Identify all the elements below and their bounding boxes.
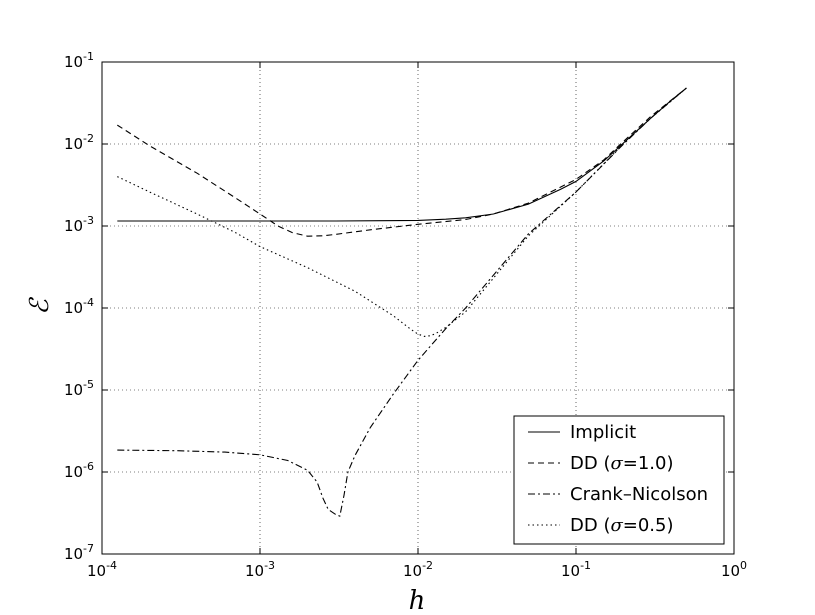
y-tick-label: 10-6	[64, 460, 94, 481]
legend-label-part: =0.5)	[623, 515, 674, 536]
y-tick-label: 10-4	[64, 296, 94, 317]
y-tick-exponent: -6	[83, 460, 94, 473]
y-tick-base: 10	[64, 545, 83, 563]
y-tick-base: 10	[64, 217, 83, 235]
y-tick-label: 10-5	[64, 378, 94, 399]
grid-lines	[102, 62, 734, 554]
x-tick-label: 100	[721, 559, 747, 580]
x-tick-exponent: 0	[740, 559, 747, 572]
series-line-3	[117, 87, 687, 337]
x-tick-labels: 10-4 10-3 10-2 10-1 100	[87, 559, 747, 580]
x-tick-base: 10	[87, 562, 106, 580]
legend-label-0: Implicit	[570, 422, 636, 443]
x-tick-base: 10	[721, 562, 740, 580]
y-tick-base: 10	[64, 135, 83, 153]
y-tick-exponent: -3	[83, 214, 94, 227]
x-tick-label: 10-4	[87, 559, 117, 580]
legend-label-3: DD (σ=0.5)	[570, 515, 674, 536]
legend-label-part: DD (	[570, 515, 610, 536]
legend-label-1: DD (σ=1.0)	[570, 453, 674, 474]
y-tick-exponent: -4	[83, 296, 94, 309]
x-tick-label: 10-1	[561, 559, 591, 580]
x-tick-base: 10	[403, 562, 422, 580]
y-tick-exponent: -5	[83, 378, 94, 391]
tick-marks	[101, 61, 735, 555]
y-tick-base: 10	[64, 53, 83, 71]
y-tick-exponent: -1	[83, 50, 94, 63]
series-line-2	[117, 87, 687, 517]
x-tick-exponent: -1	[580, 559, 591, 572]
y-tick-exponent: -7	[83, 542, 94, 555]
x-tick-exponent: -2	[422, 559, 433, 572]
y-tick-label: 10-3	[64, 214, 94, 235]
y-tick-base: 10	[64, 463, 83, 481]
y-axis-label: ℰ	[25, 297, 55, 315]
legend-label-part: =1.0)	[623, 453, 674, 474]
y-tick-exponent: -2	[83, 132, 94, 145]
y-tick-label: 10-7	[64, 542, 94, 563]
x-tick-base: 10	[561, 562, 580, 580]
x-tick-label: 10-2	[403, 559, 433, 580]
y-tick-base: 10	[64, 381, 83, 399]
legend-label-part: σ	[610, 453, 623, 474]
x-tick-exponent: -3	[264, 559, 275, 572]
y-tick-base: 10	[64, 299, 83, 317]
y-tick-label: 10-2	[64, 132, 94, 153]
x-tick-exponent: -4	[106, 559, 117, 572]
y-tick-labels: 10-710-610-510-410-310-210-1	[64, 50, 94, 563]
legend-label-part: Implicit	[570, 422, 636, 443]
series-layer	[117, 87, 687, 517]
legend-label-part: σ	[610, 515, 623, 536]
y-tick-label: 10-1	[64, 50, 94, 71]
legend-label-part: DD (	[570, 453, 610, 474]
series-line-0	[117, 87, 687, 222]
x-tick-label: 10-3	[245, 559, 275, 580]
x-axis-label: h	[409, 586, 426, 615]
legend-label-part: Crank–Nicolson	[570, 484, 708, 505]
series-line-1	[117, 87, 687, 237]
legend-label-2: Crank–Nicolson	[570, 484, 708, 505]
x-tick-base: 10	[245, 562, 264, 580]
legend-box	[513, 415, 725, 545]
